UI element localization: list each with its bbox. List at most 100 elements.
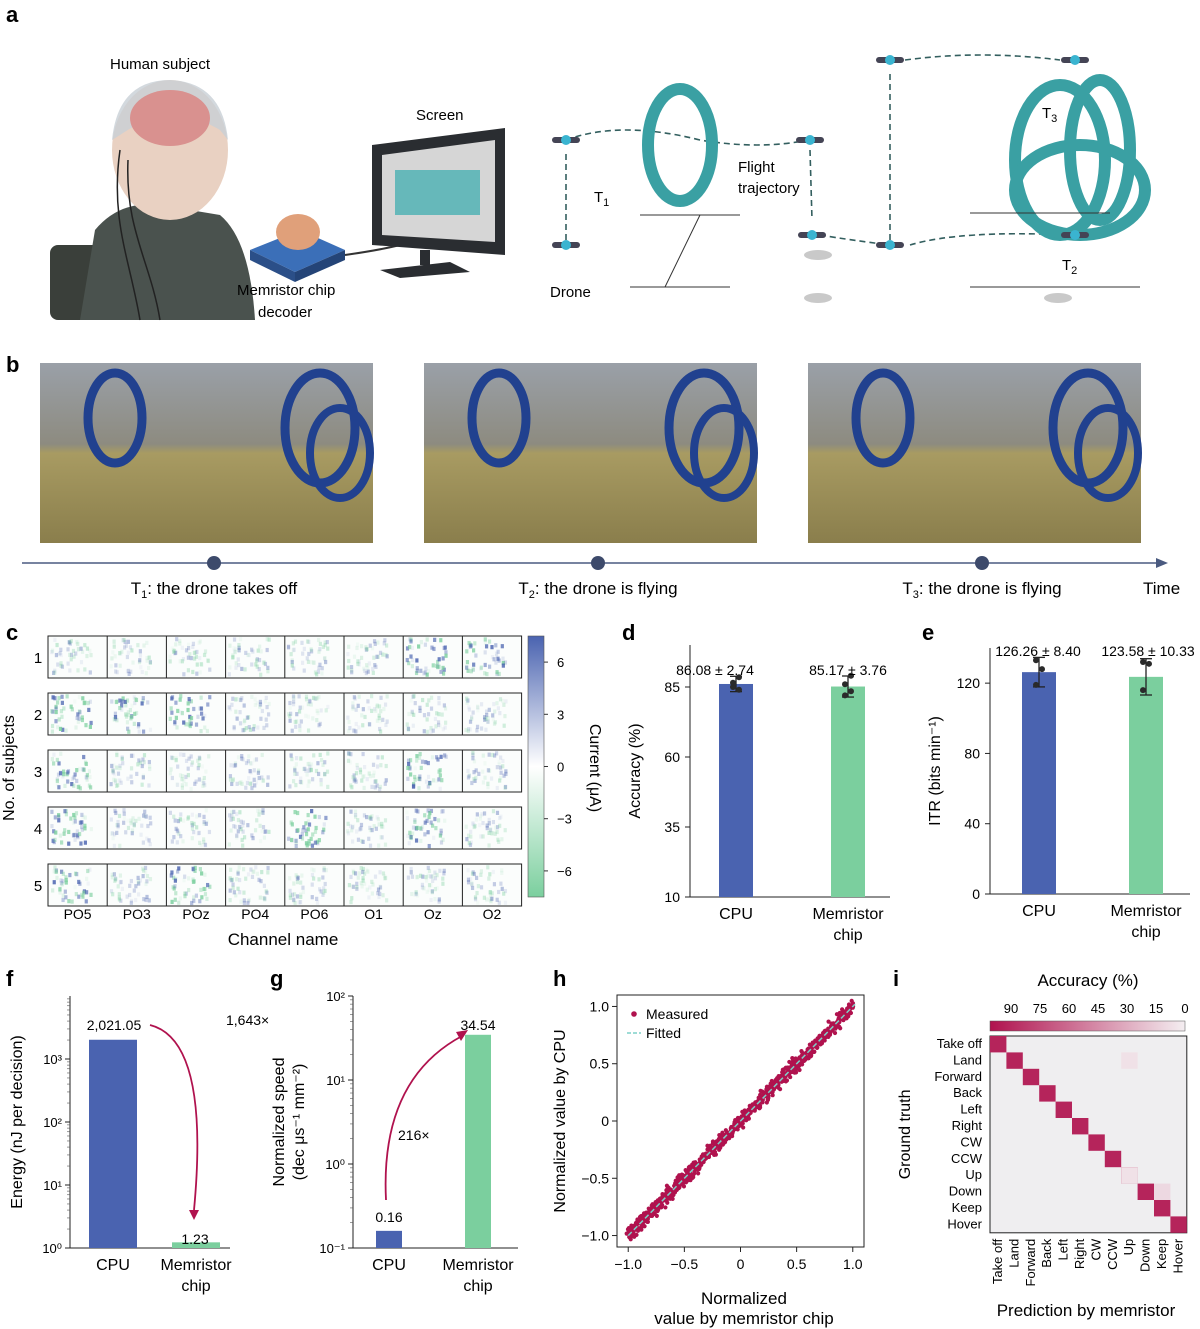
heatmap-row: 4 [34,806,523,850]
fold-arrow [384,1035,463,1201]
chip-cable [344,244,401,256]
y-axis-label: Accuracy (%) [627,723,644,818]
row-label: Keep [952,1200,982,1215]
t1-label: T1 [594,189,609,209]
fold-arrow [149,1024,199,1211]
cbar-tick: 0 [1181,1001,1188,1016]
scatter-point [665,1196,670,1201]
scatter-point [840,1010,845,1015]
value-label: 123.58 ± 10.33 [1101,643,1195,659]
value-label: 34.54 [460,1017,495,1033]
heatmap-row: 1 [34,635,523,679]
matrix-cell [1121,1167,1138,1184]
matrix-cell [1154,1200,1171,1217]
heatmap-cell [462,864,522,906]
panel-letter-a: a [6,2,19,27]
scatter-point [706,1154,712,1160]
scatter-point [773,1077,778,1083]
bar-chart-f: 10⁰ 10¹ 10² 10³ 2,021.05 1.23 CPU Memristor chip… [9,996,232,1295]
heatmap-cell [225,864,285,906]
data-point [1039,666,1045,673]
heatmap-row: 3 [34,749,523,793]
heatmap-row: 5 [34,863,523,907]
heatmap-title: Accuracy (%) [1037,971,1138,990]
row-label: 4 [34,821,42,838]
bar [465,1034,491,1248]
scatter-point [686,1165,691,1170]
y-axis-label: Ground truth [897,1089,914,1179]
y-tick-label: 10³ [43,1052,62,1067]
col-label: CW [1088,1238,1103,1260]
timeline-marker-2 [591,556,605,570]
legend-marker-measured [631,1011,637,1017]
heatmap-cell [107,864,167,906]
value-label: 1.23 [181,1231,208,1247]
bar-chart-e: 0 40 80 120 126.26 ± 8.40 123.58 ± 10.33 CPU Me… [927,643,1195,941]
y-axis-label: (dec μs⁻¹ mm⁻²) [291,1064,308,1181]
flight-label-2: trajectory [738,180,800,197]
xlabel-c: Channel name [228,930,339,949]
heatmap-cell [166,864,226,906]
fold-arrow-head [456,1030,468,1041]
data-point [842,692,848,699]
y-tick-label: 35 [664,819,680,835]
heatmap-cell [284,693,344,735]
heatmap-cell [225,636,285,678]
y-tick-label: 10⁻¹ [319,1241,345,1256]
y-tick-label: 1.0 [590,998,610,1014]
heatmap-cell [225,750,285,792]
row-label: 2 [34,707,42,724]
scatter-point [817,1040,822,1046]
col-label: Land [1006,1239,1021,1268]
row-label: Land [953,1052,982,1067]
legend-fitted: Fitted [646,1025,681,1041]
scatter-point [746,1108,751,1114]
value-label: 126.26 ± 8.40 [995,643,1081,659]
confusion-matrix-i: Accuracy (%) 90 75 60 45 30 15 0 Take off Take of… [897,971,1189,1320]
x-tick-label: Memristor [812,906,884,923]
heatmap-cell [403,750,463,792]
scatter-point [798,1062,804,1067]
scatter-point [624,1231,629,1236]
y-tick-label: 10⁰ [42,1241,62,1256]
cbar-tick: 60 [1062,1001,1076,1016]
memristor-label-2: decoder [258,304,312,321]
scatter-point [724,1137,729,1142]
scatter-point [684,1170,690,1175]
x-tick-label: chip [833,927,862,944]
y-tick-label: 10⁰ [325,1157,345,1172]
eeg-wires [116,149,161,321]
scatter-point [767,1084,772,1089]
bar [89,1039,137,1248]
y-tick-label: 10 [664,889,680,905]
scatter-point [639,1227,644,1232]
scatter-point [750,1102,755,1107]
matrix-cell [990,1036,1007,1053]
drone-shadows [804,250,1072,303]
scatter-point [845,1006,850,1011]
heatmap-cell [462,693,522,735]
fold-arrow-head [189,1210,199,1220]
row-label: Up [965,1167,982,1182]
drone-photo-2 [424,363,758,543]
scatter-point [665,1186,670,1192]
colorbar-c [527,635,545,898]
panel-c: c 1 2 3 4 5 PO5 PO3 POz PO4 PO6 O1 Oz O2 6 3 0 −3 −6 Cur… [1,620,603,949]
heatmap-cell [344,693,404,735]
panel-letter-d: d [622,620,635,645]
x-axis-label: value by memristor chip [654,1309,834,1328]
cbar-tick: 45 [1091,1001,1105,1016]
y-tick-label: 40 [964,816,980,832]
data-point [730,679,736,686]
bar-chart-g: 10⁻¹ 10⁰ 10¹ 10² 0.16 34.54 CPU Memristor chip No… [271,989,518,1295]
scatter-point [744,1118,749,1123]
scatter-point [791,1069,796,1075]
heatmap-cell [344,750,404,792]
data-point [1140,659,1146,666]
ring-stands [630,212,1140,288]
bar [172,1242,220,1248]
heatmap-cell [107,750,167,792]
scatter-point [674,1187,679,1192]
matrix-cell [1006,1052,1023,1069]
heatmap-cell [166,636,226,678]
